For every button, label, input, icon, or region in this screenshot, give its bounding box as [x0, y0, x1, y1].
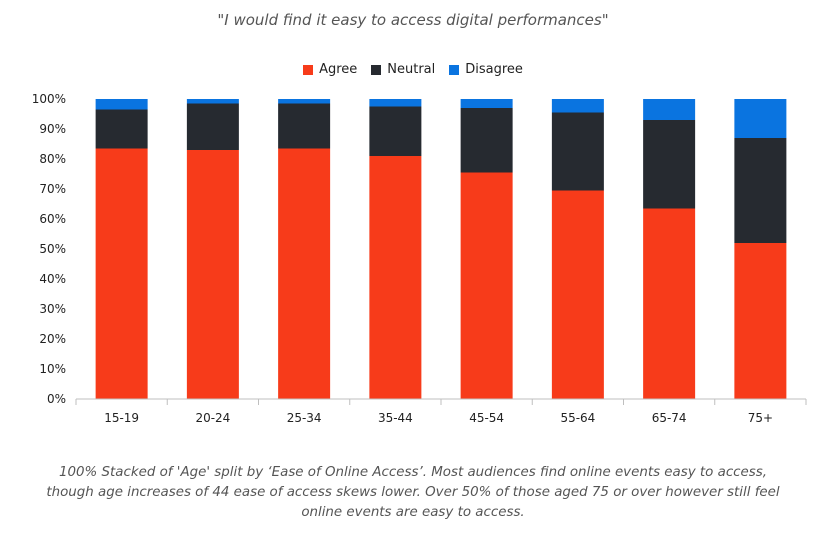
stacked-bar-chart: 0% 10% 20% 30% 40% 50% 60% 70% 80% 90% 100% 15-19 2… [32, 92, 807, 425]
bar-segment-agree-75+ [734, 243, 787, 399]
y-tick-label: 30% [39, 302, 66, 316]
y-tick-label: 10% [39, 362, 66, 376]
x-tick-label: 55-64 [560, 411, 595, 425]
bar-segment-disagree-75+ [734, 99, 787, 138]
legend-item-neutral: Neutral [371, 62, 435, 77]
bar-segment-neutral-45-54 [460, 108, 513, 173]
bar-segment-agree-15-19 [95, 148, 148, 399]
bar-segment-agree-65-74 [643, 208, 696, 399]
y-tick-label: 100% [32, 92, 66, 106]
bar-segment-neutral-75+ [734, 138, 787, 243]
bar-segment-agree-20-24 [186, 150, 239, 399]
x-tick-label: 20-24 [195, 411, 230, 425]
legend-item-disagree: Disagree [449, 62, 523, 77]
bar-segment-neutral-20-24 [186, 103, 239, 150]
bar-segment-disagree-25-34 [278, 99, 331, 104]
y-tick-label: 80% [39, 152, 66, 166]
legend-label-neutral: Neutral [387, 62, 436, 77]
y-tick-label: 40% [39, 272, 66, 286]
y-tick-label: 70% [39, 182, 66, 196]
chart-title: "I would find it easy to access digital … [217, 11, 609, 29]
y-tick-label: 60% [39, 212, 66, 226]
legend-item-agree: Agree [303, 62, 357, 77]
y-tick-label: 0% [47, 392, 66, 406]
bar-segment-disagree-55-64 [551, 99, 604, 113]
x-tick-label: 75+ [748, 411, 773, 425]
legend: Agree Neutral Disagree [0, 62, 826, 77]
bar-segment-neutral-15-19 [95, 109, 148, 149]
x-tick-label: 25-34 [287, 411, 322, 425]
y-axis: 0% 10% 20% 30% 40% 50% 60% 70% 80% 90% 100% [32, 92, 66, 406]
y-tick-label: 50% [39, 242, 66, 256]
legend-swatch-disagree [449, 64, 460, 75]
bar-segment-disagree-45-54 [460, 99, 513, 108]
chart-caption: 100% Stacked of 'Age' split by ‘Ease of … [46, 465, 780, 520]
bar-segment-neutral-25-34 [278, 103, 331, 149]
bar-segment-disagree-35-44 [369, 99, 422, 107]
bars [95, 99, 787, 399]
legend-label-agree: Agree [319, 62, 358, 77]
bar-segment-neutral-35-44 [369, 106, 422, 156]
legend-swatch-neutral [371, 64, 382, 75]
x-tick-label: 35-44 [378, 411, 413, 425]
legend-label-disagree: Disagree [465, 62, 523, 77]
x-tick-label: 15-19 [104, 411, 139, 425]
bar-segment-agree-45-54 [460, 172, 513, 399]
y-tick-label: 20% [39, 332, 66, 346]
x-axis: 15-19 20-24 25-34 35-44 45-54 55-64 65-74 75+ [75, 398, 807, 425]
bar-segment-neutral-55-64 [551, 112, 604, 191]
x-tick-label: 65-74 [652, 411, 687, 425]
x-tick-label: 45-54 [469, 411, 504, 425]
legend-swatch-agree [303, 64, 314, 75]
bar-segment-disagree-15-19 [95, 99, 148, 110]
y-tick-label: 90% [39, 122, 66, 136]
bar-segment-agree-25-34 [278, 148, 331, 399]
bar-segment-disagree-20-24 [186, 99, 239, 104]
bar-segment-neutral-65-74 [643, 120, 696, 209]
bar-segment-disagree-65-74 [643, 99, 696, 120]
bar-segment-agree-55-64 [551, 190, 604, 399]
bar-segment-agree-35-44 [369, 156, 422, 399]
